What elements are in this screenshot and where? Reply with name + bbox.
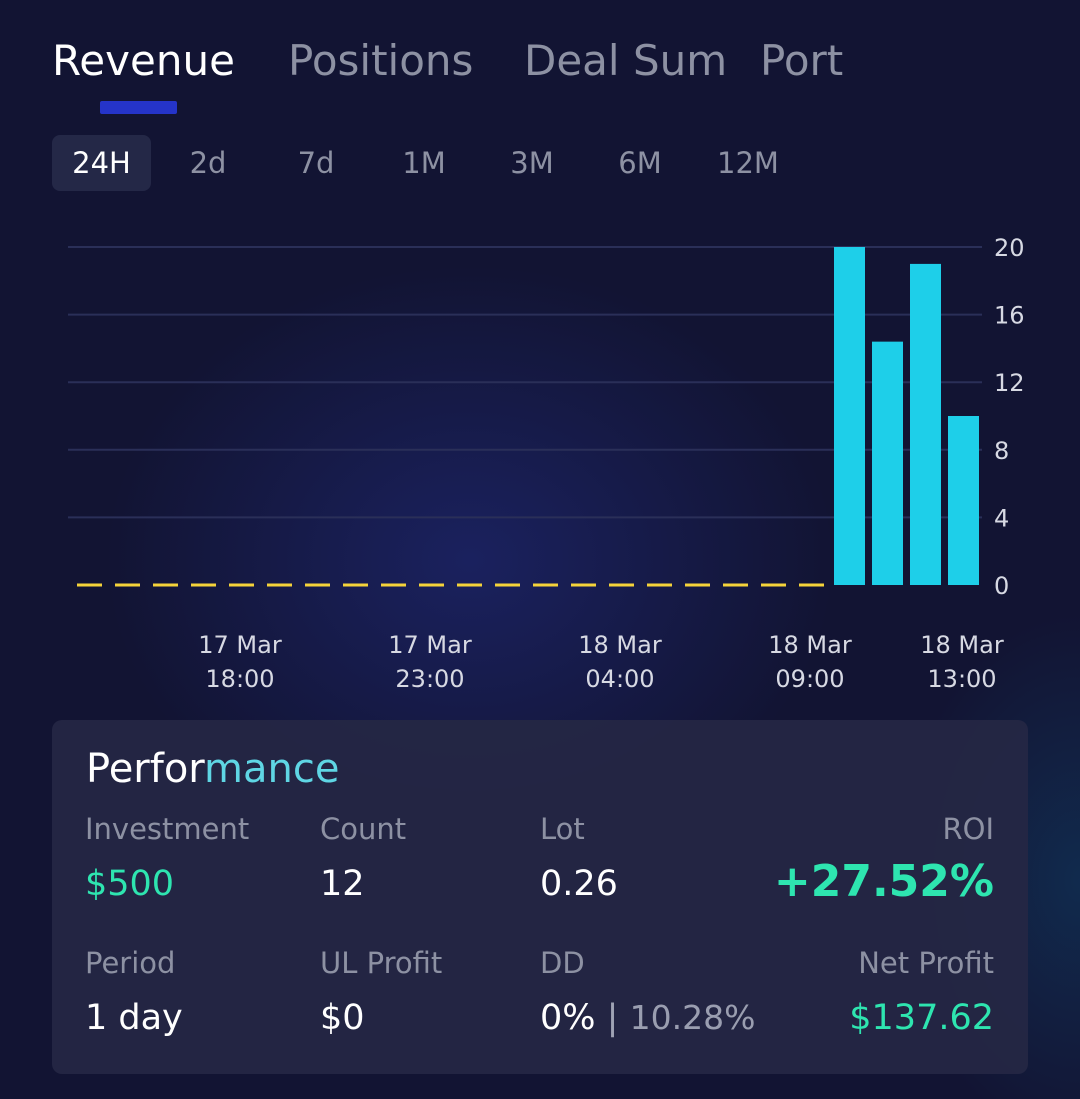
y-axis: 20 16 12 8 4 0: [994, 234, 1025, 600]
x-tick-date: 17 Mar: [198, 631, 282, 659]
tab-deal-sum[interactable]: Deal Sum: [524, 36, 728, 85]
period-label: Period: [85, 946, 176, 980]
count-value: 12: [320, 864, 365, 904]
performance-title: Performance: [86, 746, 339, 792]
x-tick-time: 18:00: [205, 665, 274, 693]
chart-bar: [910, 263, 941, 585]
x-tick-date: 18 Mar: [578, 631, 662, 659]
range-24h[interactable]: 24H: [52, 135, 151, 191]
roi-label: ROI: [942, 812, 994, 846]
range-7d[interactable]: 7d: [297, 146, 335, 180]
x-tick-time: 23:00: [395, 665, 464, 693]
x-axis: 17 Mar 18:00 17 Mar 23:00 18 Mar 04:00 18 Mar 0…: [198, 631, 1004, 693]
y-tick-label: 20: [994, 234, 1025, 262]
performance-card: Performance Investment $500 Count 12 Lot…: [52, 720, 1028, 1074]
x-tick-date: 18 Mar: [920, 631, 1004, 659]
range-2d[interactable]: 2d: [189, 146, 227, 180]
x-tick-time: 13:00: [927, 665, 996, 693]
tab-revenue[interactable]: Revenue: [52, 36, 235, 85]
y-tick-label: 4: [994, 504, 1009, 532]
range-1m[interactable]: 1M: [402, 146, 446, 180]
investment-label: Investment: [85, 812, 250, 846]
y-tick-label: 8: [994, 437, 1009, 465]
ul-profit-value: $0: [320, 998, 365, 1038]
tab-positions[interactable]: Positions: [288, 36, 474, 85]
tab-port[interactable]: Port: [760, 36, 844, 85]
performance-title-main: Perfor: [86, 746, 205, 792]
x-tick-time: 04:00: [585, 665, 654, 693]
ul-profit-label: UL Profit: [320, 946, 443, 980]
chart-bar: [834, 247, 865, 585]
active-tab-indicator: [100, 101, 177, 114]
roi-value: +27.52%: [773, 856, 994, 907]
x-tick-time: 09:00: [775, 665, 844, 693]
x-tick-date: 17 Mar: [388, 631, 472, 659]
count-label: Count: [320, 812, 407, 846]
net-profit-label: Net Profit: [858, 946, 994, 980]
drawdown-values: 0% | 10.28%: [540, 998, 755, 1038]
dd-value: 0%: [540, 998, 596, 1038]
y-tick-label: 16: [994, 302, 1025, 330]
net-profit-value: $137.62: [849, 998, 994, 1038]
range-3m[interactable]: 3M: [510, 146, 554, 180]
x-tick-date: 18 Mar: [768, 631, 852, 659]
y-tick-label: 0: [994, 572, 1009, 600]
range-6m[interactable]: 6M: [618, 146, 662, 180]
chart-grid: [68, 246, 982, 519]
dd-separator: |: [606, 998, 619, 1038]
revenue-chart: 20 16 12 8 4 0 17 Mar 18:00 17 Mar 23:00 18 Mar 04…: [68, 234, 1025, 693]
range-12m[interactable]: 12M: [717, 146, 779, 180]
chart-bars: [834, 247, 979, 585]
lot-value: 0.26: [540, 864, 618, 904]
dd-max-value: 10.28%: [629, 998, 756, 1037]
lot-label: Lot: [540, 812, 585, 846]
period-value: 1 day: [85, 998, 183, 1038]
dd-label: DD: [540, 946, 585, 980]
investment-value: $500: [85, 864, 175, 904]
chart-bar: [948, 416, 979, 585]
y-tick-label: 12: [994, 369, 1025, 397]
performance-title-accent: mance: [204, 746, 340, 792]
chart-bar: [872, 341, 903, 585]
